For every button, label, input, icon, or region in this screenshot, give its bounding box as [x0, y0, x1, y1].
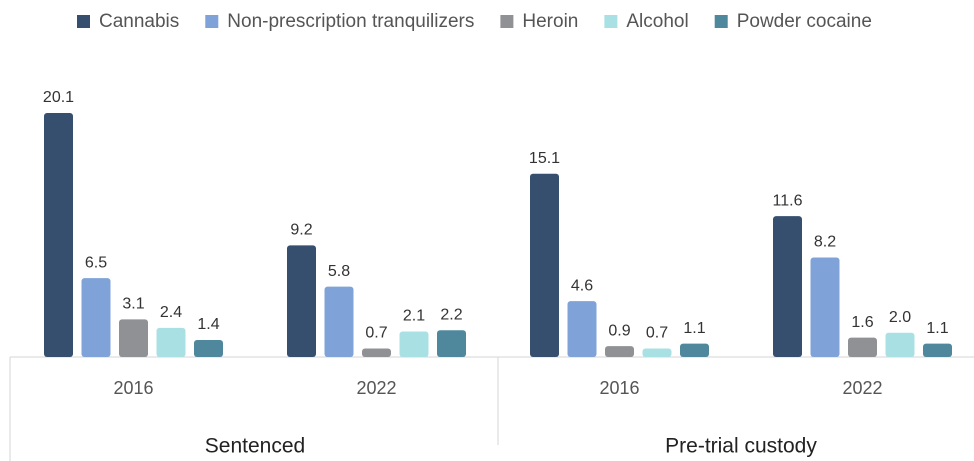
legend-label: Cannabis: [99, 11, 179, 32]
group-label: Pre-trial custody: [665, 435, 817, 458]
bar: [605, 346, 634, 357]
bar: [810, 257, 840, 357]
value-label: 2.0: [889, 309, 911, 326]
legend-label: Heroin: [522, 11, 578, 32]
bar: [773, 216, 802, 357]
value-label: 3.1: [122, 296, 144, 313]
bar: [324, 286, 354, 357]
value-label: 6.5: [85, 254, 107, 271]
legend-swatch: [77, 15, 90, 28]
bar: [680, 343, 709, 357]
bar: [194, 340, 223, 357]
bar: [437, 330, 466, 357]
bar: [399, 331, 429, 357]
bar: [156, 327, 186, 357]
value-label: 2.2: [440, 307, 462, 324]
bar: [81, 278, 111, 357]
value-label: 11.6: [773, 192, 803, 209]
value-label: 2.1: [403, 308, 425, 325]
value-label: 8.2: [814, 234, 836, 251]
legend-label: Powder cocaine: [737, 11, 872, 32]
value-label: 1.1: [683, 320, 705, 337]
value-label: 1.1: [926, 320, 948, 337]
x-tick-label: 2022: [842, 378, 882, 398]
x-tick-label: 2016: [599, 378, 639, 398]
group-label: Sentenced: [205, 435, 305, 458]
value-label: 2.4: [160, 304, 182, 321]
bar: [119, 319, 148, 357]
value-label: 5.8: [328, 263, 350, 280]
legend-swatch: [500, 15, 514, 28]
value-label: 4.6: [571, 277, 593, 294]
bar: [44, 113, 73, 357]
bar: [848, 337, 877, 357]
value-label: 0.7: [646, 325, 668, 342]
x-tick-label: 2022: [356, 378, 396, 398]
value-label: 1.6: [851, 314, 873, 331]
legend-swatch: [714, 15, 728, 28]
value-label: 9.2: [290, 222, 312, 239]
value-label: 0.7: [365, 325, 387, 342]
bar: [567, 301, 597, 357]
bar: [530, 173, 559, 357]
x-tick-label: 2016: [113, 378, 153, 398]
value-label: 15.1: [529, 150, 560, 167]
value-label: 20.1: [43, 89, 74, 106]
legend-label: Non-prescription tranquilizers: [227, 11, 474, 32]
legend-swatch: [604, 15, 618, 28]
legend-swatch: [205, 15, 219, 28]
bar: [923, 343, 952, 357]
bar: [642, 348, 672, 357]
legend-label: Alcohol: [626, 11, 688, 32]
bar: [362, 348, 391, 357]
bar: [287, 245, 316, 357]
bar: [885, 332, 915, 357]
value-label: 1.4: [197, 316, 219, 333]
value-label: 0.9: [608, 322, 630, 339]
